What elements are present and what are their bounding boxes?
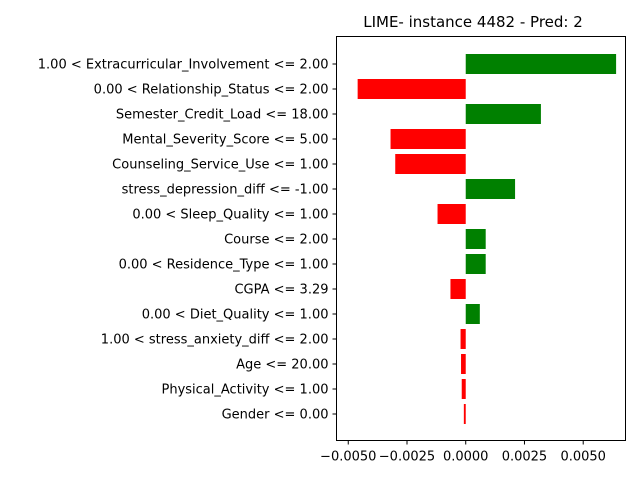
category-labels-group: 1.00 < Extracurricular_Involvement <= 2.…	[38, 58, 337, 423]
x-tick-label: 0.0050	[560, 450, 606, 465]
x-axis-group: −0.0050 −0.0025 0.0000 0.0025 0.0050	[320, 440, 606, 465]
category-label: Age <= 20.00	[236, 358, 328, 373]
bar	[395, 154, 466, 174]
category-label: Semester_Credit_Load <= 18.00	[116, 108, 329, 123]
category-label: Physical_Activity <= 1.00	[162, 383, 329, 398]
plot-frame	[336, 36, 626, 441]
bar	[461, 354, 466, 374]
bar	[465, 54, 617, 74]
category-label: 1.00 < stress_anxiety_diff <= 2.00	[101, 333, 329, 348]
bar	[390, 129, 466, 149]
category-label: 0.00 < Relationship_Status <= 2.00	[94, 83, 329, 98]
bar	[465, 179, 516, 199]
chart-title: LIME- instance 4482 - Pred: 2	[363, 13, 583, 31]
category-label: 0.00 < Residence_Type <= 1.00	[119, 258, 329, 273]
bar	[461, 379, 466, 399]
category-label: Gender <= 0.00	[222, 408, 329, 423]
x-tick-label: −0.0050	[320, 450, 376, 465]
bar	[465, 229, 486, 249]
bar	[450, 279, 466, 299]
x-tick-label: 0.0000	[443, 450, 489, 465]
bar	[465, 304, 480, 324]
bar	[357, 79, 466, 99]
bars-group	[357, 54, 617, 424]
x-tick-label: 0.0025	[502, 450, 548, 465]
bar	[460, 329, 466, 349]
category-label: 1.00 < Extracurricular_Involvement <= 2.…	[38, 58, 329, 73]
x-tick-label: −0.0025	[379, 450, 435, 465]
bar	[463, 404, 466, 424]
category-label: stress_depression_diff <= -1.00	[122, 183, 329, 198]
category-label: 0.00 < Sleep_Quality <= 1.00	[132, 208, 328, 223]
category-label: 0.00 < Diet_Quality <= 1.00	[142, 308, 329, 323]
bar	[465, 104, 541, 124]
bar	[465, 254, 486, 274]
category-label: Counseling_Service_Use <= 1.00	[112, 158, 328, 173]
bar	[437, 204, 466, 224]
category-label: Course <= 2.00	[224, 233, 328, 248]
category-label: CGPA <= 3.29	[234, 283, 328, 298]
category-label: Mental_Severity_Score <= 5.00	[122, 133, 328, 148]
